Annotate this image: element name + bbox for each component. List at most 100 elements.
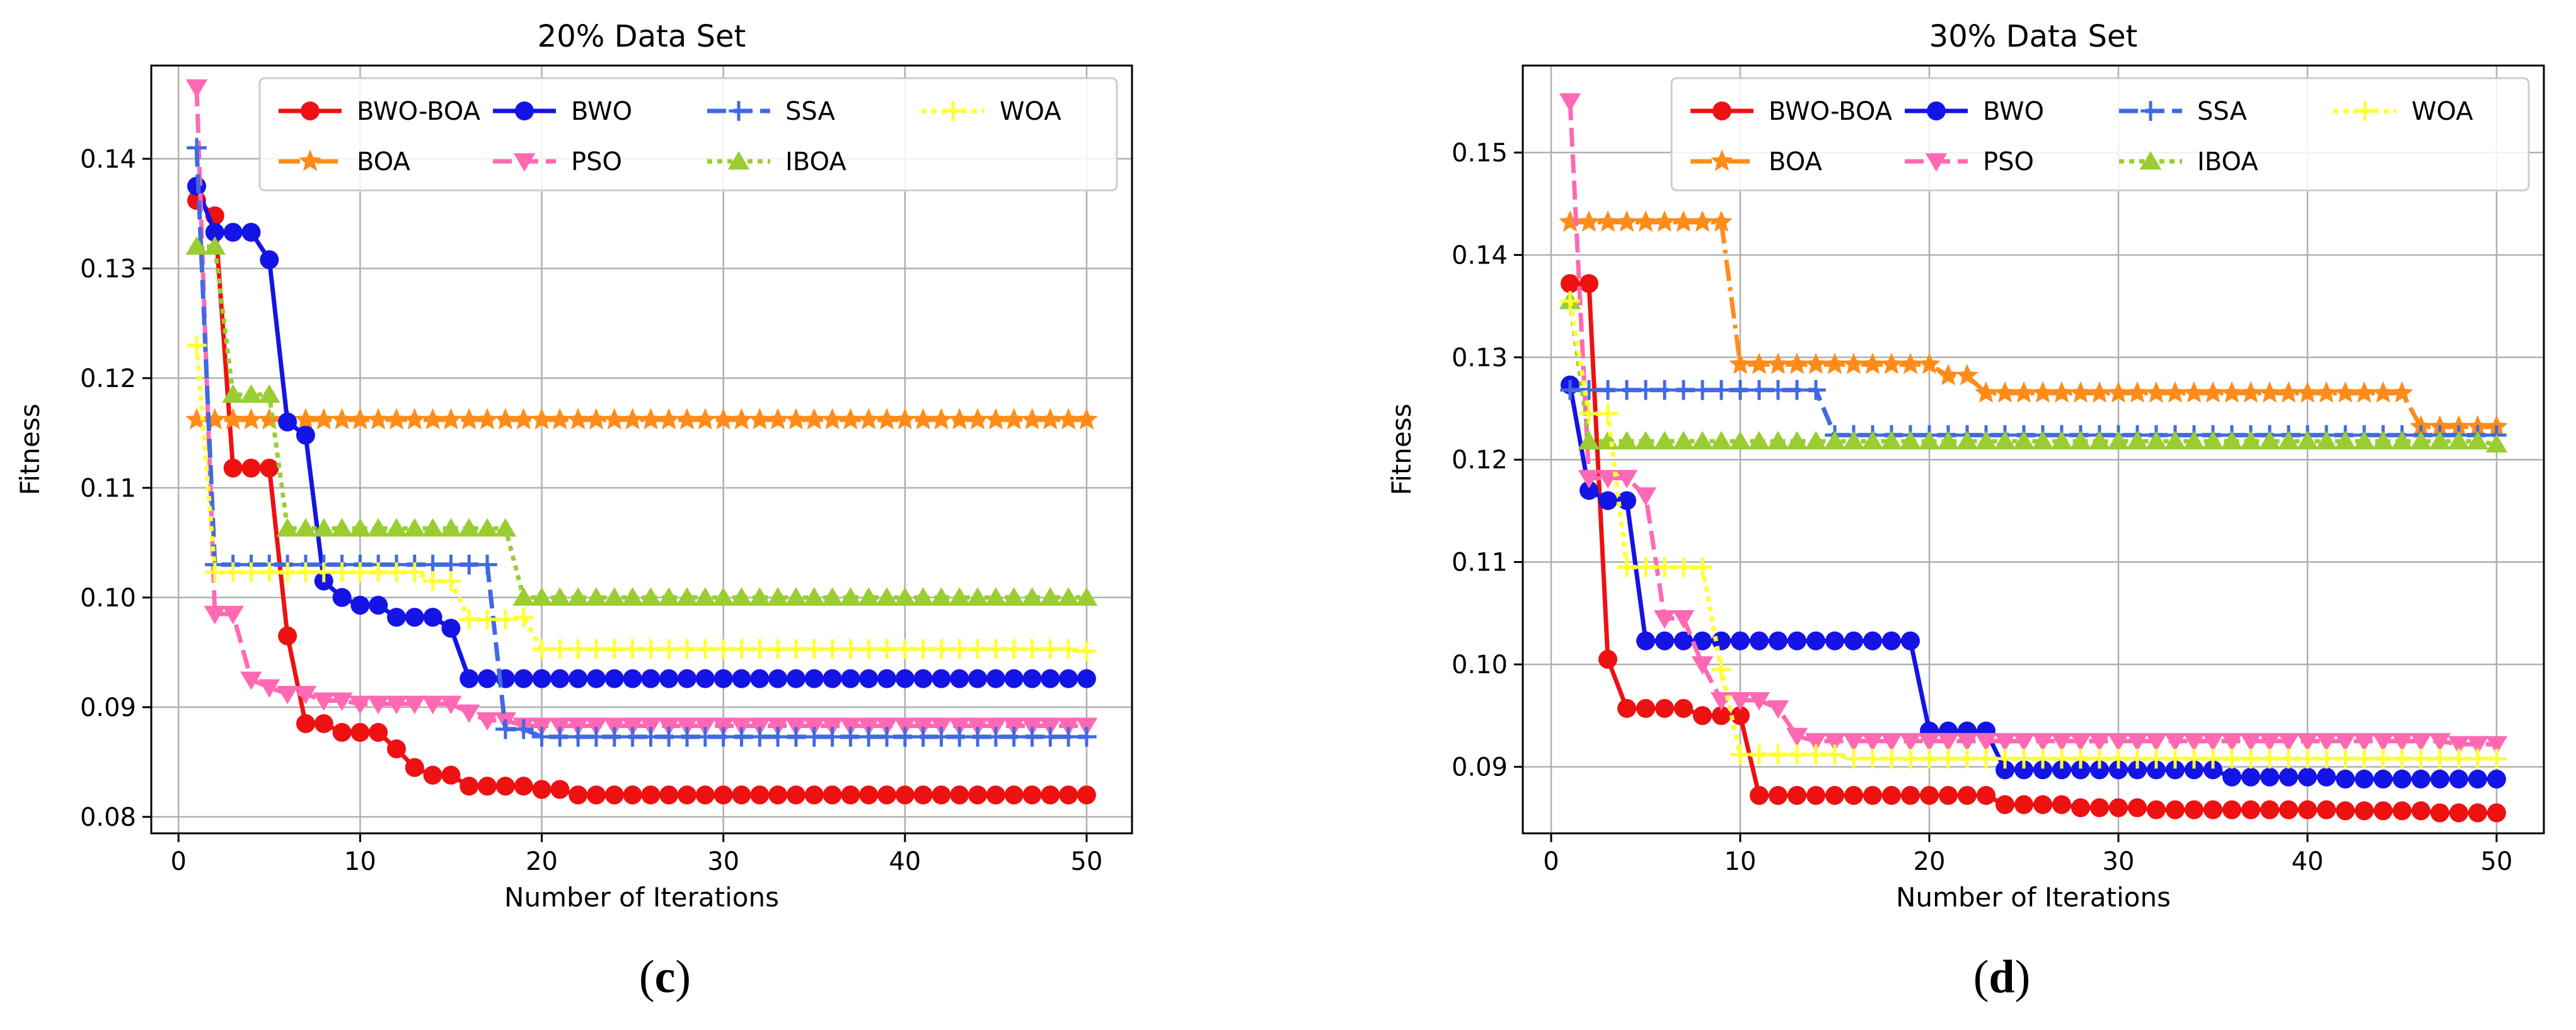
data-point-ssa-d — [1560, 380, 1580, 400]
data-point-woa-c — [586, 639, 606, 659]
data-point-iboa-c — [585, 587, 608, 606]
panel-label-c: (c) — [570, 951, 760, 1004]
data-point-boa-d — [1956, 364, 1978, 386]
data-point-bwo-boa-d — [1617, 698, 1636, 718]
ytick-label-c: 0.11 — [80, 474, 136, 503]
ytick-label-d: 0.12 — [1452, 446, 1508, 475]
data-point-boa-c — [367, 408, 390, 430]
xtick-label-c: 0 — [170, 847, 186, 876]
data-point-iboa-c — [712, 587, 734, 606]
data-point-iboa-c — [1075, 587, 1098, 606]
data-point-woa-d — [1711, 659, 1731, 680]
axes-frame-c — [150, 64, 1133, 835]
legend-marker-ssa-d — [2140, 101, 2161, 121]
data-point-boa-c — [567, 408, 589, 430]
series-iboa-c — [185, 236, 1098, 606]
data-point-bwo-boa-d — [2298, 800, 2317, 819]
data-point-iboa-d — [2145, 431, 2168, 449]
data-point-bwo-c — [895, 669, 915, 688]
data-point-bwo-c — [713, 669, 733, 688]
data-point-bwo-boa-d — [2430, 803, 2449, 823]
data-point-iboa-d — [1748, 431, 1770, 449]
data-point-boa-c — [712, 408, 735, 430]
data-point-woa-d — [2468, 748, 2488, 769]
data-point-pso-d — [1786, 727, 1808, 747]
legend-c: BWO-BOA BOA BWO PSO SSA IBOA WOA — [258, 77, 1118, 192]
data-point-bwo-boa-c — [241, 458, 261, 478]
data-point-bwo-boa-d — [2449, 803, 2468, 823]
data-point-ssa-c — [931, 727, 952, 747]
data-point-iboa-d — [2296, 431, 2319, 449]
data-point-bwo-d — [1617, 491, 1636, 511]
data-point-bwo-boa-c — [968, 785, 988, 805]
data-point-iboa-c — [621, 587, 644, 606]
data-point-iboa-d — [1767, 431, 1789, 449]
data-point-iboa-c — [185, 236, 208, 255]
data-point-boa-c — [403, 408, 426, 430]
data-point-iboa-c — [966, 587, 989, 606]
data-point-iboa-c — [204, 236, 226, 255]
data-point-bwo-boa-d — [1863, 785, 1882, 805]
data-point-pso-d — [1615, 470, 1638, 489]
data-point-bwo-c — [459, 669, 479, 688]
series-woa-d — [1560, 291, 2507, 769]
data-point-bwo-boa-d — [1806, 785, 1825, 805]
data-point-woa-c — [822, 639, 843, 659]
data-point-woa-d — [2449, 748, 2469, 769]
legend-label-bwo-boa-d: BWO-BOA — [1769, 97, 1893, 126]
data-point-bwo-boa-d — [2393, 801, 2411, 821]
data-point-woa-d — [2316, 748, 2336, 769]
data-point-iboa-d — [1615, 431, 1638, 449]
data-point-bwo-c — [641, 669, 661, 688]
data-point-pso-d — [1805, 732, 1827, 752]
data-point-pso-d — [2164, 732, 2186, 752]
series-bwo-boa-c — [187, 191, 1096, 805]
data-point-woa-c — [804, 639, 824, 659]
data-point-boa-d — [1672, 210, 1695, 232]
data-point-woa-c — [677, 639, 697, 659]
series-line-boa-d — [1570, 220, 2497, 429]
data-point-bwo-boa-c — [604, 785, 624, 805]
data-point-iboa-d — [1918, 431, 1941, 449]
data-point-pso-d — [1729, 691, 1752, 711]
data-point-pso-d — [1994, 732, 2016, 752]
data-point-pso-c — [458, 704, 480, 723]
data-point-ssa-c — [949, 727, 970, 747]
data-point-woa-d — [1598, 403, 1618, 424]
data-point-bwo-boa-c — [659, 785, 679, 805]
legend-marker-woa-d — [2355, 101, 2375, 121]
data-point-boa-d — [1767, 352, 1789, 374]
ytick-label-c: 0.09 — [80, 693, 136, 722]
data-point-bwo-boa-d — [1844, 785, 1863, 805]
data-point-woa-d — [1673, 557, 1694, 577]
data-point-woa-c — [422, 571, 443, 591]
data-point-bwo-boa-c — [296, 714, 315, 733]
data-point-pso-d — [1767, 700, 1789, 719]
data-point-iboa-c — [875, 587, 898, 606]
data-point-bwo-boa-d — [2487, 803, 2506, 823]
data-point-iboa-c — [821, 587, 843, 606]
data-point-bwo-d — [2241, 767, 2260, 787]
data-point-ssa-d — [1579, 380, 1599, 400]
data-point-boa-c — [621, 408, 644, 430]
data-point-woa-c — [368, 562, 388, 582]
data-point-bwo-d — [2487, 769, 2506, 789]
data-point-iboa-d — [1994, 431, 2016, 449]
data-point-bwo-c — [387, 608, 406, 627]
data-point-boa-c — [458, 408, 481, 430]
data-point-pso-d — [1672, 610, 1695, 629]
data-point-woa-d — [2411, 748, 2431, 769]
data-point-boa-d — [2107, 381, 2130, 403]
data-point-bwo-c — [1022, 669, 1042, 688]
legend-label-pso-d: PSO — [1983, 148, 2034, 176]
data-point-boa-d — [2013, 381, 2035, 403]
data-point-boa-d — [1937, 364, 1960, 386]
data-point-iboa-d — [2221, 431, 2243, 449]
data-point-woa-d — [2071, 748, 2091, 769]
chart-panel-d: 0.09 0.10 0.11 0.12 0.13 0.14 0.15 0 10 20 30 40 50 3… — [1386, 19, 2545, 913]
data-point-bwo-boa-c — [1022, 785, 1042, 805]
data-point-iboa-d — [1672, 431, 1695, 449]
data-point-bwo-boa-d — [2411, 801, 2430, 821]
data-point-iboa-c — [657, 587, 680, 606]
data-point-iboa-d — [1956, 431, 1978, 449]
